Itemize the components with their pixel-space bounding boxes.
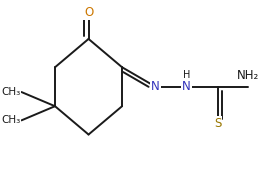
Text: N: N — [182, 80, 191, 93]
Text: CH₃: CH₃ — [1, 87, 20, 97]
Text: H: H — [183, 70, 190, 80]
Text: N: N — [151, 80, 160, 93]
Text: S: S — [214, 117, 221, 130]
Text: NH₂: NH₂ — [237, 69, 260, 82]
Text: O: O — [84, 6, 93, 19]
Text: CH₃: CH₃ — [1, 115, 20, 125]
